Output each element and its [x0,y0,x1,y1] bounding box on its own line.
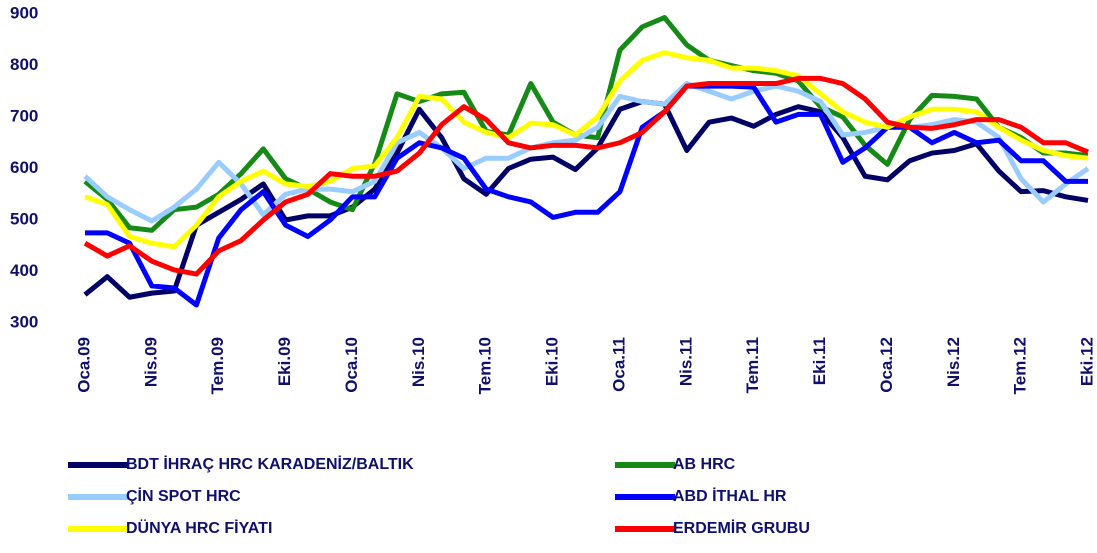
x-tick-label: Nis.11 [676,337,695,386]
y-tick-label: 400 [10,261,38,280]
x-tick-label: Tem.10 [476,337,495,394]
series-line [84,50,1089,250]
x-tick-label: Oca.11 [609,337,628,392]
x-tick-label: Oca.09 [74,337,93,393]
legend-label: ABD İTHAL HR [673,487,787,505]
y-tick-label: 800 [10,55,38,74]
x-tick-label: Eki.11 [810,337,829,385]
x-tick-label: Tem.12 [1011,337,1030,394]
x-tick-label: Nis.10 [409,337,428,387]
legend-label: ÇİN SPOT HRC [126,487,241,505]
x-tick-label: Oca.10 [342,337,361,393]
legend-label: AB HRC [673,456,736,473]
series-line [85,83,1088,308]
x-tick-label: Tem.09 [208,337,227,394]
x-tick-label: Eki.10 [543,337,562,386]
y-tick-label: 500 [10,209,38,228]
y-tick-label: 900 [10,3,38,22]
legend-label: ERDEMİR GRUBU [673,519,810,537]
x-tick-label: Oca.12 [877,337,896,393]
series-line [83,75,1089,277]
y-tick-label: 600 [10,158,38,177]
x-tick-label: Eki.09 [275,337,294,386]
x-tick-label: Nis.09 [141,337,160,387]
x-tick-label: Tem.11 [743,337,762,393]
legend-label: DÜNYA HRC FİYATI [126,518,272,537]
x-tick-label: Nis.12 [944,337,963,387]
y-tick-label: 300 [10,312,38,331]
x-tick-label: Eki.12 [1077,337,1096,386]
series-line [83,99,1089,300]
legend-label: BDT İHRAÇ HRC KARADENİZ/BALTIK [126,455,414,473]
y-tick-label: 700 [10,106,38,125]
